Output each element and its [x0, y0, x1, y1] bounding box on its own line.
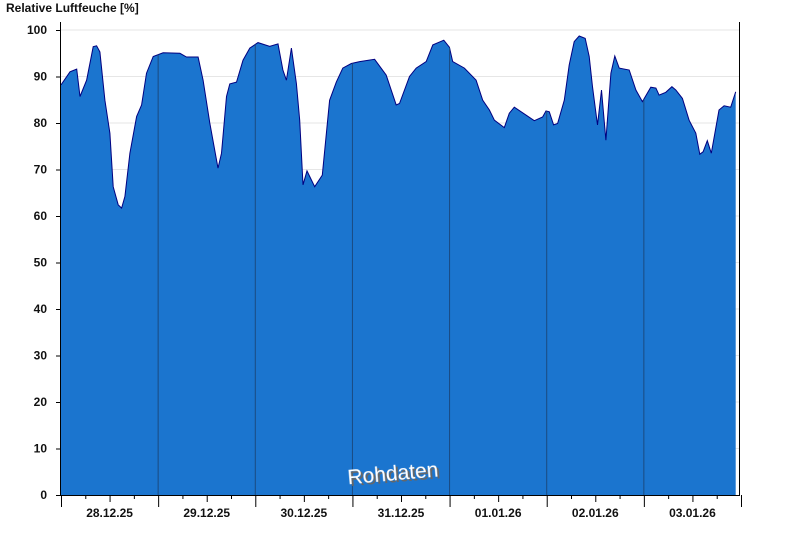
- x-tick-label: 03.01.26: [669, 506, 716, 520]
- y-tick-label: 30: [34, 349, 48, 363]
- x-tick-label: 28.12.25: [86, 506, 133, 520]
- y-tick-label: 70: [34, 163, 48, 177]
- x-tick-label: 01.01.26: [475, 506, 522, 520]
- y-tick-label: 20: [34, 395, 48, 409]
- humidity-line: [60, 35, 737, 210]
- y-tick-label: 0: [40, 488, 47, 502]
- y-tick-label: 40: [34, 302, 48, 316]
- y-tick-label: 10: [34, 442, 48, 456]
- y-tick-label: 100: [27, 23, 47, 37]
- y-tick-label: 90: [34, 70, 48, 84]
- y-tick-label: 60: [34, 209, 48, 223]
- x-tick-label: 02.01.26: [572, 506, 619, 520]
- x-tick-label: 29.12.25: [183, 506, 230, 520]
- x-tick-label: 30.12.25: [280, 506, 327, 520]
- chart-title: Relative Luftfeuche [%]: [6, 1, 139, 15]
- x-tick-label: 31.12.25: [378, 506, 425, 520]
- y-tick-label: 80: [34, 116, 48, 130]
- y-tick-label: 50: [34, 256, 48, 270]
- humidity-area: [61, 36, 736, 495]
